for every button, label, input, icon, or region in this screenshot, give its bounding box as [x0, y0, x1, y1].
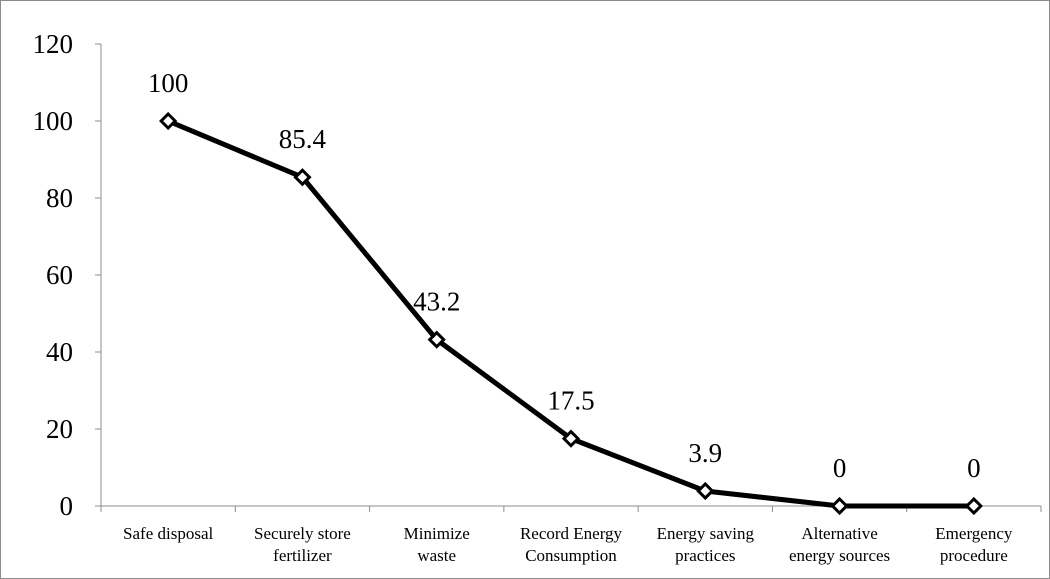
x-category-label: Energy saving [657, 524, 755, 543]
x-category-label: Emergency [935, 524, 1013, 543]
data-label: 43.2 [413, 287, 460, 317]
x-category-label: energy sources [789, 546, 890, 565]
data-point-marker [293, 168, 312, 187]
x-category-label: Consumption [525, 546, 617, 565]
y-tick-label: 0 [60, 491, 74, 521]
data-label: 85.4 [279, 124, 327, 154]
x-category-label: Securely store [254, 524, 351, 543]
y-tick-label: 100 [33, 106, 74, 136]
x-category-label: Record Energy [520, 524, 623, 543]
data-point-marker [427, 330, 446, 349]
x-category-label: Minimize [404, 524, 470, 543]
x-category-label: Safe disposal [123, 524, 213, 543]
data-point-marker [964, 496, 983, 516]
y-tick-label: 60 [46, 260, 73, 290]
data-point-marker [159, 111, 178, 131]
data-point-marker [696, 481, 715, 501]
x-category-label: fertilizer [273, 546, 332, 565]
y-tick-label: 120 [33, 29, 74, 59]
series-line [167, 118, 974, 509]
y-tick-label: 80 [46, 183, 73, 213]
data-label: 0 [833, 453, 847, 483]
data-label: 100 [148, 68, 189, 98]
data-point-marker [561, 429, 581, 448]
x-category-label: Alternative [801, 524, 877, 543]
data-point-marker [830, 496, 849, 516]
x-category-label: procedure [940, 546, 1008, 565]
y-tick-label: 40 [46, 337, 73, 367]
data-label: 17.5 [547, 386, 594, 416]
data-label: 3.9 [688, 438, 722, 468]
x-category-label: waste [417, 546, 456, 565]
x-category-label: practices [675, 546, 735, 565]
data-label: 0 [967, 453, 981, 483]
y-tick-label: 20 [46, 414, 73, 444]
